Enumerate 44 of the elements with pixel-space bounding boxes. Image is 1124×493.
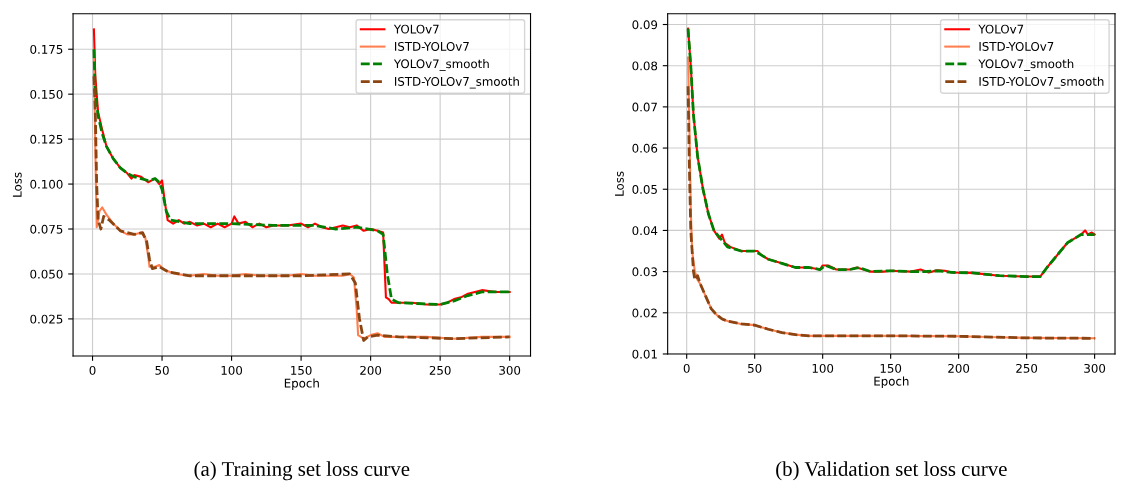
x-tick-label: 250 bbox=[1016, 363, 1038, 373]
y-tick-label: 0.01 bbox=[632, 349, 657, 359]
x-tick-label: 100 bbox=[221, 365, 243, 375]
x-tick-label: 100 bbox=[812, 363, 834, 373]
x-tick-label: 50 bbox=[155, 365, 169, 375]
text: (b) Validation set loss curve bbox=[776, 461, 1007, 481]
x-axis-title: Epoch bbox=[874, 376, 909, 388]
y-tick-label: 0.08 bbox=[632, 61, 658, 71]
legend-label: ISTD-YOLOv7 bbox=[979, 41, 1054, 51]
y-tick-label: 0.075 bbox=[30, 224, 63, 234]
legend-label: YOLOv7 bbox=[393, 24, 439, 34]
text: (a) Training set loss curve bbox=[194, 461, 410, 481]
legend-label: YOLOv7_smooth bbox=[393, 59, 489, 71]
y-tick-label: 0.06 bbox=[632, 143, 658, 153]
legend-label: YOLOv7_smooth bbox=[978, 59, 1074, 71]
y-tick-label: 0.175 bbox=[30, 44, 63, 54]
x-tick-label: 0 bbox=[89, 365, 96, 375]
y-tick-label: 0.07 bbox=[632, 102, 657, 112]
y-tick-label: 0.05 bbox=[632, 184, 657, 194]
y-tick-label: 0.02 bbox=[632, 308, 657, 318]
legend-label: YOLOv7 bbox=[978, 24, 1024, 34]
y-tick-label: 0.025 bbox=[30, 314, 63, 324]
y-tick-label: 0.03 bbox=[632, 267, 657, 277]
x-tick-label: 150 bbox=[880, 363, 902, 373]
y-tick-label: 0.125 bbox=[30, 134, 63, 144]
x-tick-label: 200 bbox=[948, 363, 970, 373]
x-tick-label: 200 bbox=[360, 365, 382, 375]
y-tick-label: 0.150 bbox=[30, 89, 63, 99]
legend-label: ISTD-YOLOv7_smooth bbox=[395, 76, 519, 89]
legend-label: ISTD-YOLOv7 bbox=[395, 41, 469, 51]
x-tick-label: 300 bbox=[1084, 363, 1106, 373]
y-tick-label: 0.04 bbox=[632, 226, 658, 236]
y-tick-label: 0.100 bbox=[30, 179, 63, 189]
y-tick-label: 0.09 bbox=[632, 20, 658, 30]
y-axis-title: Loss bbox=[12, 172, 22, 197]
x-tick-label: 150 bbox=[291, 365, 312, 375]
x-axis-title: Epoch bbox=[284, 378, 319, 390]
y-axis-title: Loss bbox=[615, 171, 624, 196]
x-tick-label: 300 bbox=[499, 365, 521, 375]
x-tick-label: 250 bbox=[429, 365, 451, 375]
x-tick-label: 0 bbox=[683, 363, 690, 373]
legend-label: ISTD-YOLOv7_smooth bbox=[979, 76, 1104, 89]
y-tick-label: 0.050 bbox=[30, 269, 63, 279]
x-tick-label: 50 bbox=[748, 363, 762, 373]
